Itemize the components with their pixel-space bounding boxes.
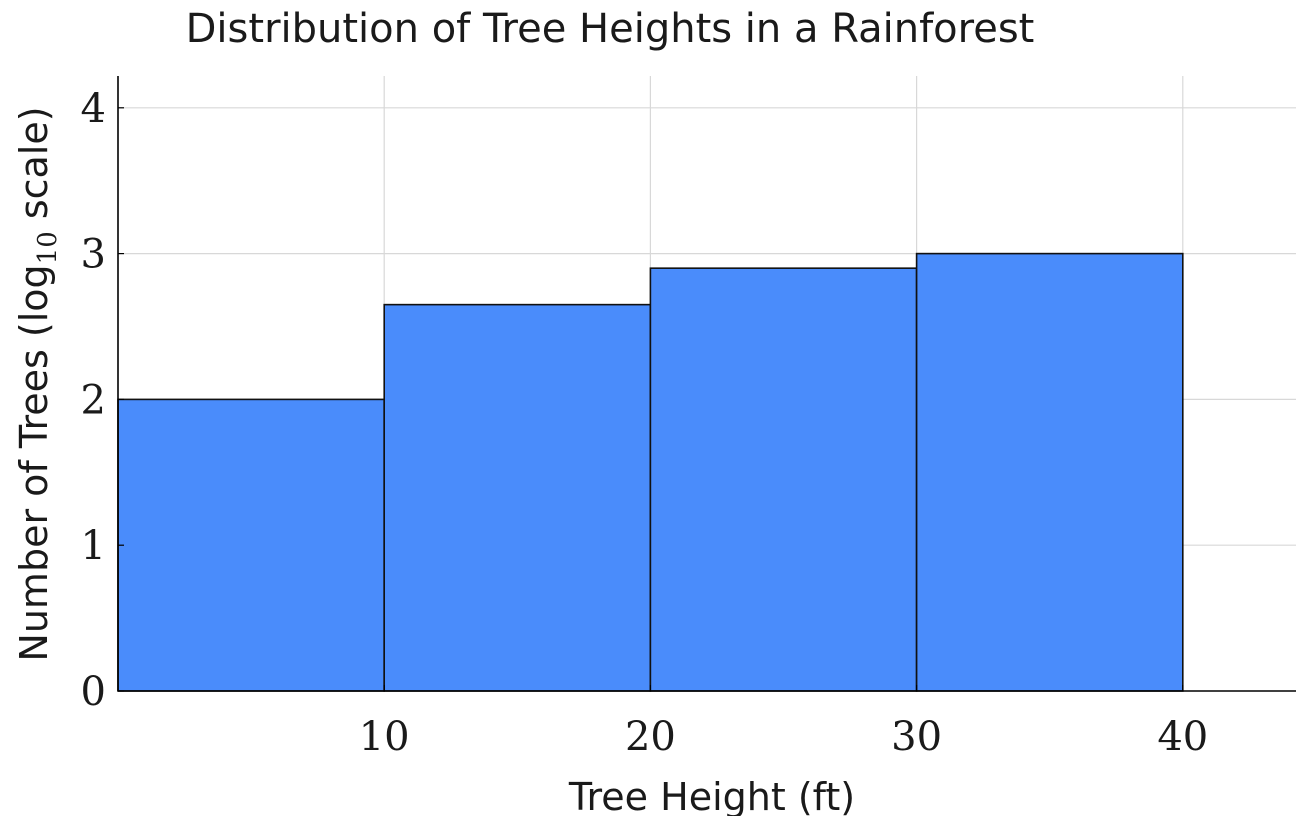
x-tick-label: 30: [891, 714, 942, 760]
y-axis-label: Number of Trees (log10 scale): [12, 106, 63, 661]
tick-labels: 0 1 2 3 4 10 20 30 40: [81, 86, 1209, 760]
y-tick-label: 2: [81, 377, 106, 423]
x-tick-label: 20: [625, 714, 676, 760]
x-axis-label: Tree Height (ft): [568, 775, 855, 816]
y-axis-label-prefix: Number of Trees (log: [12, 264, 56, 661]
axes: [117, 76, 1296, 692]
chart-title: Distribution of Tree Heights in a Rainfo…: [186, 6, 1035, 52]
histogram-bar: [383, 303, 652, 692]
y-tick-label: 4: [81, 86, 106, 132]
histogram-bar: [649, 267, 918, 692]
y-tick-label: 3: [81, 232, 106, 278]
y-tick-label: 0: [81, 669, 106, 715]
x-tick-label: 40: [1157, 714, 1208, 760]
y-tick-label: 1: [81, 523, 106, 569]
y-axis-label-suffix: scale): [12, 106, 56, 231]
x-tick-label: 10: [359, 714, 410, 760]
bars: [117, 252, 1184, 692]
histogram-bar: [117, 398, 386, 692]
y-axis-label-subscript: 10: [33, 231, 63, 264]
histogram-bar: [915, 252, 1184, 692]
